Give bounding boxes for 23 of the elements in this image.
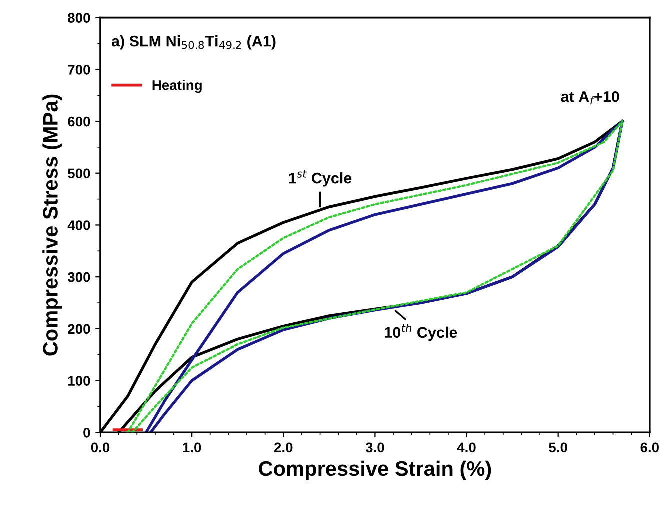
x-tick-label: 0.0 [91, 442, 110, 453]
y-axis-title: Compressive Stress (MPa) [42, 94, 62, 356]
x-tick-label: 1.0 [183, 442, 202, 453]
y-tick-label: 500 [68, 168, 90, 179]
y-tick-label: 300 [68, 272, 90, 282]
x-axis-title: Compressive Strain (%) [259, 460, 492, 480]
y-tick-label: 400 [68, 220, 90, 230]
x-tick-label: 5.0 [549, 442, 568, 453]
x-tick-label: 4.0 [457, 442, 476, 453]
legend-label: Heating [152, 80, 202, 94]
y-tick-label: 800 [68, 13, 90, 23]
x-tick-label: 2.0 [274, 442, 293, 453]
text: a) SLM Ni$_{50.8}$Ti$_{49.2}$ (A1) [112, 36, 276, 50]
y-tick-label: 0 [84, 428, 90, 438]
annotation: 10$^{th}$ Cycle [385, 324, 458, 342]
y-tick-label: 600 [68, 116, 90, 127]
y-tick-label: 200 [68, 324, 90, 334]
annotation: at A$_{f}$+10 [561, 91, 620, 105]
y-tick-label: 100 [68, 376, 90, 386]
x-tick-label: 6.0 [640, 442, 659, 453]
y-tick-label: 700 [68, 65, 90, 75]
annotation: 1$^{st}$ Cycle [289, 170, 352, 187]
x-tick-label: 3.0 [366, 442, 384, 453]
